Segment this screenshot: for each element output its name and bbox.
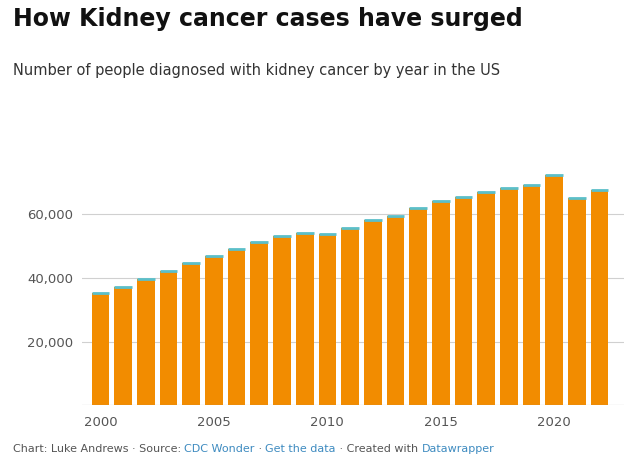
Text: CDC Wonder: CDC Wonder [184,445,255,454]
Bar [160,271,178,405]
Text: Datawrapper: Datawrapper [422,445,494,454]
Bar [92,293,110,405]
Bar [591,190,609,405]
Bar [250,242,268,405]
Bar [296,233,314,405]
Text: How Kidney cancer cases have surged: How Kidney cancer cases have surged [13,7,522,31]
Bar [183,262,200,405]
Bar [137,280,155,405]
Text: · Created with: · Created with [336,445,422,454]
Bar [455,197,472,405]
Bar [205,255,223,405]
Bar [477,192,495,405]
Bar [364,220,382,405]
Bar [568,198,586,405]
Bar [341,227,359,405]
Text: ·: · [255,445,265,454]
Bar [522,185,540,405]
Text: Number of people diagnosed with kidney cancer by year in the US: Number of people diagnosed with kidney c… [13,63,500,78]
Bar [500,188,518,405]
Bar [228,248,245,405]
Bar [273,236,291,405]
Bar [114,287,132,405]
Text: Get the data: Get the data [265,445,336,454]
Bar [545,175,563,405]
Text: Chart: Luke Andrews · Source:: Chart: Luke Andrews · Source: [13,445,184,454]
Bar [410,208,427,405]
Bar [387,216,404,405]
Bar [318,233,336,405]
Bar [432,201,450,405]
